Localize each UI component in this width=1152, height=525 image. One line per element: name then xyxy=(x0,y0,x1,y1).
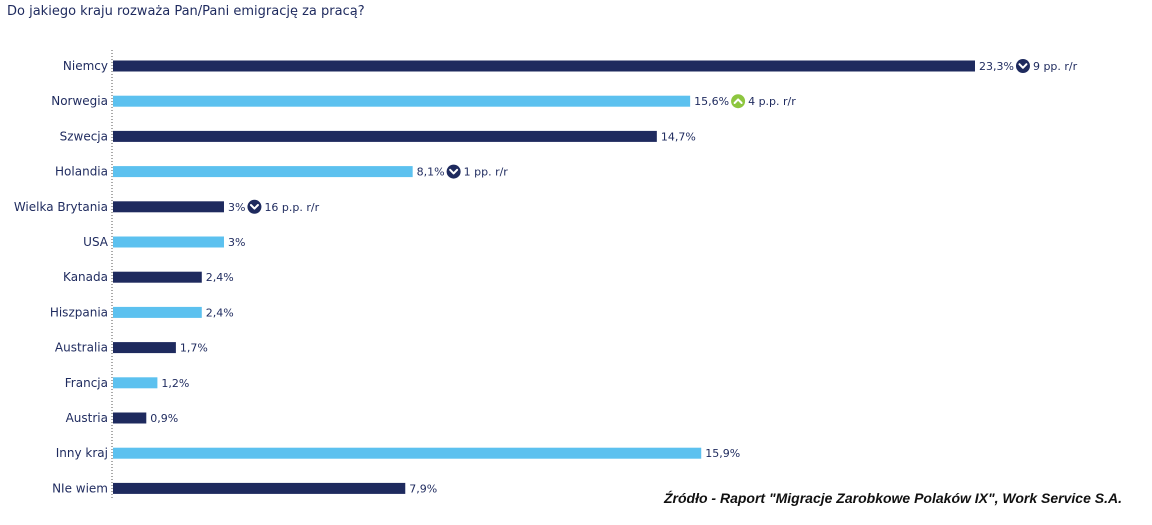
value-label-australia: 1,7% xyxy=(180,342,208,355)
chevron-down-circle-icon xyxy=(1015,59,1030,73)
category-label-inny-kraj: Inny kraj xyxy=(56,446,108,460)
value-label-inny-kraj: 15,9% xyxy=(705,447,740,460)
category-label-holandia: Holandia xyxy=(55,165,108,179)
value-label-holandia: 8,1% xyxy=(417,166,445,179)
category-label-kanada: Kanada xyxy=(63,270,108,284)
bar-australia xyxy=(113,342,176,354)
value-label-niemcy: 23,3% xyxy=(979,60,1014,73)
chevron-down-circle-icon xyxy=(446,164,461,179)
bar-usa xyxy=(113,236,224,248)
bar-francja xyxy=(113,377,158,389)
value-label-nie-wiem: 7,9% xyxy=(409,482,437,495)
bar-norwegia xyxy=(113,95,691,107)
value-label-wielka-brytania: 3% xyxy=(228,201,245,214)
category-label-francja: Francja xyxy=(65,376,108,390)
value-label-usa: 3% xyxy=(228,236,245,249)
change-label-holandia: 1 pp. r/r xyxy=(464,166,509,179)
value-label-francja: 1,2% xyxy=(161,377,189,390)
source-note: Źródło - Raport "Migracje Zarobkowe Pola… xyxy=(663,490,1122,506)
chart-title: Do jakiego kraju rozważa Pan/Pani emigra… xyxy=(7,4,365,19)
bar-austria xyxy=(113,412,147,424)
value-label-norwegia: 15,6% xyxy=(694,95,729,108)
bar-hiszpania xyxy=(113,306,202,318)
category-label-nie-wiem: NIe wiem xyxy=(52,481,108,495)
value-label-kanada: 2,4% xyxy=(206,271,234,284)
change-label-niemcy: 9 pp. r/r xyxy=(1033,60,1078,73)
chevron-down-circle-icon xyxy=(247,199,262,214)
change-label-norwegia: 4 p.p. r/r xyxy=(748,95,796,108)
category-label-wielka-brytania: Wielka Brytania xyxy=(14,200,108,214)
category-label-szwecja: Szwecja xyxy=(60,129,108,143)
bar-nie-wiem xyxy=(113,482,406,494)
bar-kanada xyxy=(113,271,202,283)
value-label-szwecja: 14,7% xyxy=(661,130,696,143)
bar-szwecja xyxy=(113,130,657,142)
change-label-wielka-brytania: 16 p.p. r/r xyxy=(264,201,319,214)
category-label-austria: Austria xyxy=(66,411,108,425)
category-label-norwegia: Norwegia xyxy=(51,94,108,108)
bar-holandia xyxy=(113,166,413,178)
bar-niemcy xyxy=(113,60,975,72)
category-label-usa: USA xyxy=(83,235,109,249)
value-label-austria: 0,9% xyxy=(150,412,178,425)
category-label-australia: Australia xyxy=(55,341,108,355)
bar-inny-kraj xyxy=(113,447,702,459)
chevron-up-circle-icon xyxy=(731,94,746,109)
bar-wielka-brytania xyxy=(113,201,224,213)
category-label-niemcy: Niemcy xyxy=(63,59,108,73)
value-label-hiszpania: 2,4% xyxy=(206,306,234,319)
category-label-hiszpania: Hiszpania xyxy=(50,305,108,319)
